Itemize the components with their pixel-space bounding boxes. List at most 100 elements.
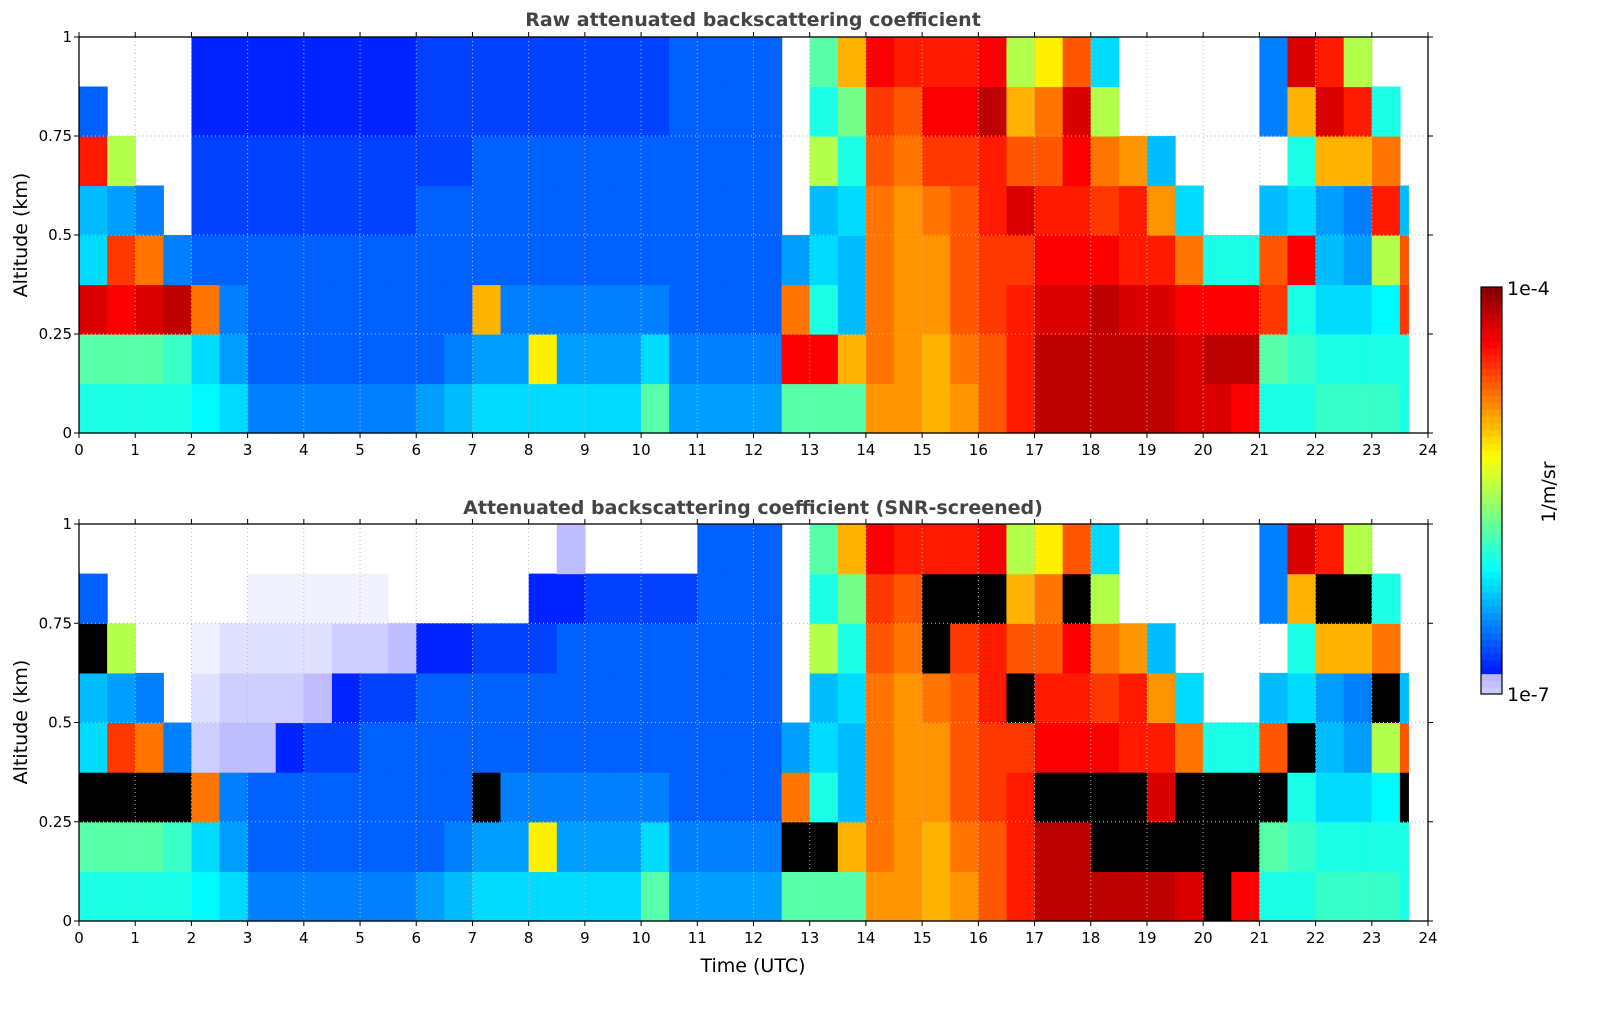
heatmap-cell	[1371, 821, 1401, 872]
heatmap-cell	[1371, 86, 1401, 137]
heatmap-cell	[1006, 722, 1036, 773]
heatmap-cell	[331, 185, 361, 236]
heatmap-cell	[500, 235, 530, 286]
heatmap-cell	[79, 722, 108, 773]
heatmap-cell	[809, 772, 839, 823]
heatmap-cell	[1343, 524, 1373, 575]
colorbar-swatch	[1481, 565, 1502, 573]
heatmap-cell	[388, 871, 417, 922]
heatmap-cell	[978, 821, 1008, 872]
heatmap-cell	[612, 37, 642, 88]
heatmap-cell	[556, 86, 586, 137]
heatmap-cell	[219, 185, 249, 236]
heatmap-cell	[219, 334, 249, 385]
heatmap-cell	[275, 383, 305, 434]
colorbar-swatch	[1481, 537, 1502, 546]
heatmap-cell	[1146, 871, 1176, 922]
heatmap-cell	[894, 871, 923, 922]
heatmap-cell	[753, 334, 783, 385]
heatmap-cell	[865, 821, 895, 872]
heatmap-cell	[331, 37, 361, 88]
heatmap-cell	[1090, 672, 1120, 724]
heatmap-cell	[191, 821, 221, 872]
heatmap-cell	[1034, 623, 1064, 674]
heatmap-cell	[416, 821, 445, 872]
heatmap-cell	[444, 334, 474, 385]
heatmap-cell	[331, 136, 361, 187]
heatmap-cell	[191, 871, 221, 922]
heatmap-cell	[612, 722, 642, 773]
heatmap-cell	[837, 672, 867, 724]
heatmap-cell	[135, 383, 164, 434]
heatmap-cell	[444, 37, 474, 88]
heatmap-cell	[978, 524, 1008, 575]
heatmap-cell	[950, 86, 979, 137]
heatmap-cell	[697, 284, 726, 335]
heatmap-cell	[1118, 722, 1148, 773]
heatmap-cell	[107, 871, 136, 922]
heatmap-cell	[219, 235, 249, 286]
x-tick-label: 2	[187, 441, 197, 459]
heatmap-cell	[528, 821, 558, 872]
colorbar-swatch	[1481, 666, 1502, 675]
heatmap-cell	[697, 821, 726, 872]
heatmap-cell	[1315, 871, 1345, 922]
heatmap-cell	[444, 821, 474, 872]
heatmap-cell	[79, 573, 108, 624]
heatmap-cell	[1034, 821, 1064, 872]
x-tick-label: 20	[1194, 929, 1213, 947]
heatmap-cell	[1062, 672, 1092, 724]
heatmap-cell	[360, 185, 389, 236]
heatmap-cell	[275, 334, 305, 385]
heatmap-cell	[753, 772, 783, 823]
heatmap-cell	[500, 722, 530, 773]
heatmap-cell	[303, 37, 333, 88]
heatmap-cell	[1371, 185, 1401, 236]
heatmap-cell	[1146, 772, 1176, 823]
heatmap-cell	[1371, 672, 1401, 724]
heatmap-cell	[416, 37, 445, 88]
heatmap-cell	[388, 383, 417, 434]
heatmap-cell	[641, 37, 670, 88]
colorbar-swatch	[1481, 497, 1502, 505]
heatmap-cell	[1399, 383, 1409, 434]
heatmap-cell	[1343, 136, 1373, 187]
colorbar-swatch	[1481, 612, 1502, 620]
heatmap-cell	[1259, 185, 1289, 236]
heatmap-cell	[388, 334, 417, 385]
heatmap-cell	[837, 722, 867, 773]
heatmap-cell	[612, 235, 642, 286]
heatmap-cell	[1259, 334, 1289, 385]
heatmap-cell	[303, 334, 333, 385]
heatmap-cell	[669, 136, 698, 187]
heatmap-cell	[388, 136, 417, 187]
colorbar-swatch	[1481, 687, 1502, 695]
heatmap-cell	[1399, 871, 1409, 922]
heatmap-cell	[1259, 284, 1289, 335]
heatmap-cell	[360, 722, 389, 773]
x-tick-label: 5	[355, 929, 365, 947]
x-tick-label: 13	[800, 441, 819, 459]
x-tick-label: 6	[411, 441, 421, 459]
heatmap-cell	[1287, 772, 1317, 823]
heatmap-cell	[865, 722, 895, 773]
heatmap-cell	[697, 772, 726, 823]
heatmap-cell	[1175, 722, 1204, 773]
heatmap-cell	[641, 235, 670, 286]
heatmap-cell	[1371, 383, 1401, 434]
heatmap-cell	[500, 821, 530, 872]
x-tick-label: 15	[913, 441, 932, 459]
heatmap-cell	[500, 871, 530, 922]
colorbar-max-label: 1e-4	[1507, 278, 1550, 300]
heatmap-cell	[191, 623, 221, 674]
heatmap-cell	[107, 284, 136, 335]
heatmap-cell	[191, 136, 221, 187]
x-tick-label: 19	[1137, 441, 1156, 459]
heatmap-cell	[247, 86, 277, 137]
heatmap-cell	[697, 722, 726, 773]
heatmap-cell	[135, 235, 164, 286]
heatmap-cell	[837, 821, 867, 872]
heatmap-cell	[809, 86, 839, 137]
heatmap-cell	[1371, 772, 1401, 823]
heatmap-cell	[1006, 821, 1036, 872]
